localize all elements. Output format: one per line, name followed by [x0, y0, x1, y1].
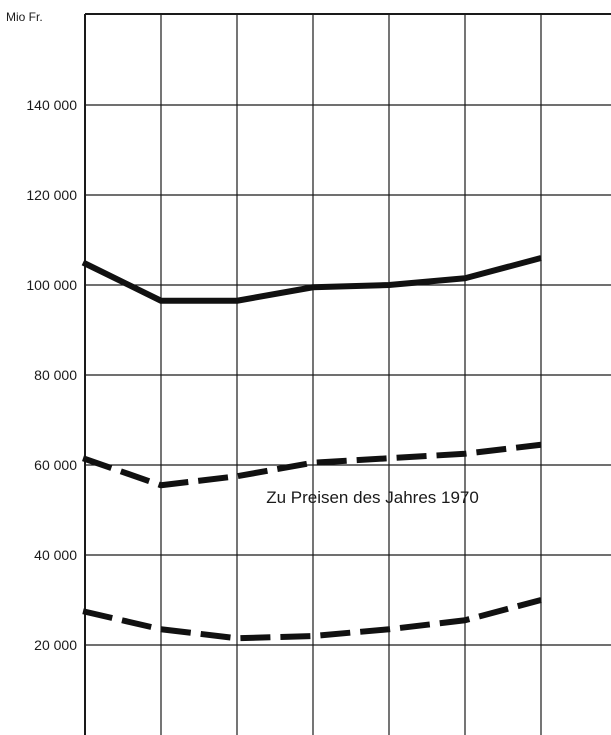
y-tick-label: 100 000 — [26, 277, 77, 293]
y-tick-label: 40 000 — [34, 547, 77, 563]
y-tick-label: 60 000 — [34, 457, 77, 473]
y-axis-unit-label: Mio Fr. — [6, 10, 43, 24]
series-line-3 — [82, 597, 542, 642]
chart-labels: Mio Fr. 20 000 40 000 60 000 80 000 100 000 1… — [6, 10, 479, 653]
y-tick-label: 120 000 — [26, 187, 77, 203]
series-annotation-label: Zu Preisen des Jahres 1970 — [266, 488, 479, 507]
y-tick-label: 80 000 — [34, 367, 77, 383]
series-line-1 — [81, 255, 542, 304]
y-tick-label: 20 000 — [34, 637, 77, 653]
series-line-2 — [82, 441, 542, 489]
y-tick-label: 140 000 — [26, 97, 77, 113]
chart-series — [81, 255, 542, 642]
